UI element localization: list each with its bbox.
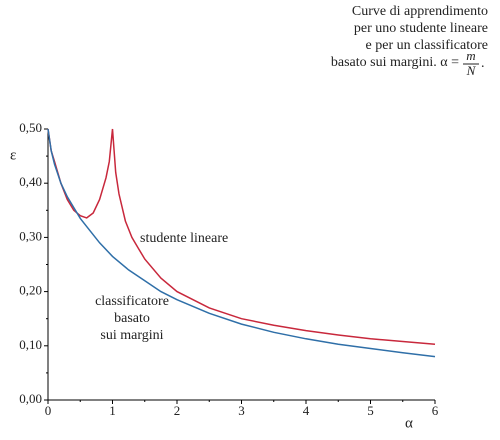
curve: [47, 128, 436, 358]
x-tick-label: 6: [432, 403, 439, 418]
x-tick-label: 2: [174, 403, 181, 418]
x-tick-label: 1: [109, 403, 116, 418]
formula-denominator: N: [466, 63, 477, 78]
y-tick-label: 0,20: [19, 283, 42, 298]
x-axis-label: α: [405, 415, 413, 431]
x-tick-label: 3: [238, 403, 245, 418]
curve-label: basato: [114, 311, 150, 326]
formula-end: .: [481, 56, 485, 71]
y-tick-label: 0,30: [19, 228, 42, 243]
chart-title: per uno studente lineare: [354, 21, 488, 36]
curve: [47, 128, 436, 345]
curve-label: studente lineare: [140, 231, 228, 246]
y-tick-label: 0,00: [19, 391, 42, 406]
formula-numerator: m: [466, 48, 475, 63]
chart-title: Curve di apprendimento: [352, 4, 488, 19]
curve-label: classificatore: [95, 294, 169, 309]
y-axis-label: ε: [10, 147, 16, 163]
y-tick-label: 0,40: [19, 174, 42, 189]
x-tick-label: 0: [45, 403, 52, 418]
y-tick-label: 0,10: [19, 337, 42, 352]
curve-label: sui margini: [100, 328, 163, 343]
chart-title: basato sui margini. α =: [331, 55, 459, 70]
x-tick-label: 5: [367, 403, 374, 418]
y-tick-label: 0,50: [19, 120, 42, 135]
x-tick-label: 4: [303, 403, 310, 418]
chart-title: e per un classificatore: [366, 38, 488, 53]
